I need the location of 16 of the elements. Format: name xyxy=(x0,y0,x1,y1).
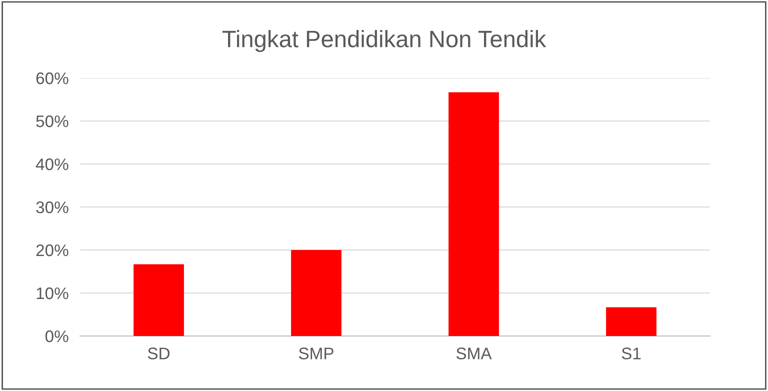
bar xyxy=(291,250,342,336)
y-tick-label: 20% xyxy=(36,244,68,256)
x-tick-label: SMP xyxy=(298,348,334,360)
chart-title: Tingkat Pendidikan Non Tendik xyxy=(222,30,546,52)
y-tick-label: 30% xyxy=(36,201,68,214)
bar xyxy=(134,264,184,336)
y-tick-label: 60% xyxy=(36,72,68,84)
y-tick-label: 0% xyxy=(45,330,68,342)
y-tick-label: 10% xyxy=(36,287,68,300)
x-tick-label: SD xyxy=(148,348,170,360)
x-tick-label: SMA xyxy=(456,348,492,360)
y-tick-label: 40% xyxy=(36,158,68,170)
bar xyxy=(448,92,499,336)
bar xyxy=(606,307,656,336)
y-tick-label: 50% xyxy=(36,115,68,128)
x-tick-label: S1 xyxy=(622,348,641,360)
